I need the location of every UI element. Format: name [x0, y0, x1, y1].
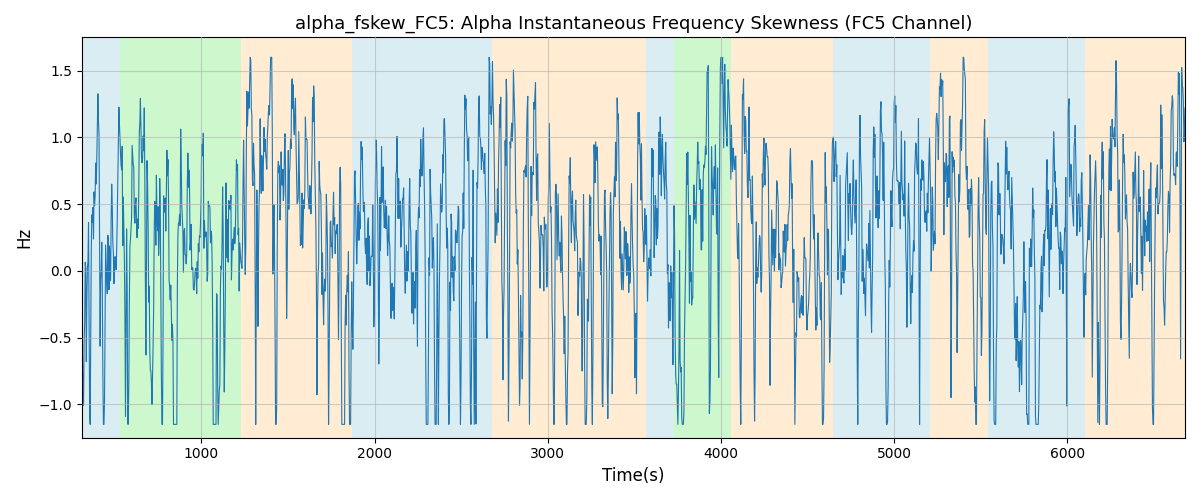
- Bar: [241, 38, 352, 438]
- Title: alpha_fskew_FC5: Alpha Instantaneous Frequency Skewness (FC5 Channel): alpha_fskew_FC5: Alpha Instantaneous Fre…: [295, 15, 972, 34]
- X-axis label: Time(s): Time(s): [602, 467, 665, 485]
- Bar: [930, 38, 988, 438]
- Bar: [988, 38, 1085, 438]
- Bar: [352, 38, 467, 438]
- Bar: [674, 38, 703, 438]
- Bar: [834, 38, 930, 438]
- Bar: [82, 38, 120, 438]
- Y-axis label: Hz: Hz: [14, 227, 32, 248]
- Bar: [467, 38, 492, 438]
- Bar: [120, 38, 241, 438]
- Bar: [703, 38, 731, 438]
- Bar: [492, 38, 647, 438]
- Bar: [731, 38, 796, 438]
- Bar: [796, 38, 834, 438]
- Bar: [1085, 38, 1186, 438]
- Bar: [647, 38, 674, 438]
